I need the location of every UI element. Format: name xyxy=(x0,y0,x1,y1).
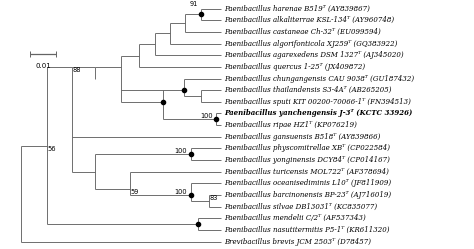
Text: Paenibacillus quercus 1-25ᵀ (JX409872): Paenibacillus quercus 1-25ᵀ (JX409872) xyxy=(225,63,365,71)
Text: Paenibacillus gansuensis B518ᵀ (AY839866): Paenibacillus gansuensis B518ᵀ (AY839866… xyxy=(225,133,381,141)
Text: Paenibacillus agarexedens DSM 1327ᵀ (AJ345020): Paenibacillus agarexedens DSM 1327ᵀ (AJ3… xyxy=(225,51,404,59)
Text: Paenibacillus nasutitermitis P5-1ᵀ (KR611320): Paenibacillus nasutitermitis P5-1ᵀ (KR61… xyxy=(225,226,390,234)
Text: 100: 100 xyxy=(175,189,187,195)
Text: Paenibacillus mendelii C/2ᵀ (AF537343): Paenibacillus mendelii C/2ᵀ (AF537343) xyxy=(225,214,366,222)
Text: Paenibacillus thailandensis S3-4Aᵀ (AB265205): Paenibacillus thailandensis S3-4Aᵀ (AB26… xyxy=(225,86,392,94)
Text: Paenibacillus yonginensis DCY84ᵀ (CP014167): Paenibacillus yonginensis DCY84ᵀ (CP0141… xyxy=(225,156,390,164)
Text: 88: 88 xyxy=(73,67,81,73)
Text: 59: 59 xyxy=(130,189,138,195)
Text: Paenibacillus turicensis MOL722ᵀ (AF378694): Paenibacillus turicensis MOL722ᵀ (AF3786… xyxy=(225,168,389,176)
Text: Brevibacillus brevis JCM 2503ᵀ (D78457): Brevibacillus brevis JCM 2503ᵀ (D78457) xyxy=(225,238,372,246)
Text: 83: 83 xyxy=(209,195,218,201)
Text: Paenibacillus alkaliterrae KSL-134ᵀ (AY960748): Paenibacillus alkaliterrae KSL-134ᵀ (AY9… xyxy=(225,16,394,24)
Text: Paenibacillus barcinonensis BP-23ᵀ (AJ716019): Paenibacillus barcinonensis BP-23ᵀ (AJ71… xyxy=(225,191,392,199)
Text: Paenibacillus physcomitrellae XBᵀ (CP022584): Paenibacillus physcomitrellae XBᵀ (CP022… xyxy=(225,144,391,152)
Text: Paenibacillus algorifonticola XJ259ᵀ (GQ383922): Paenibacillus algorifonticola XJ259ᵀ (GQ… xyxy=(225,40,398,48)
Text: 0.01: 0.01 xyxy=(35,63,51,69)
Text: 100: 100 xyxy=(200,113,213,119)
Text: 91: 91 xyxy=(189,1,198,7)
Text: Paenibacillus castaneae Ch-32ᵀ (EU099594): Paenibacillus castaneae Ch-32ᵀ (EU099594… xyxy=(225,28,381,36)
Text: Paenibacillus harenae B519ᵀ (AY839867): Paenibacillus harenae B519ᵀ (AY839867) xyxy=(225,4,370,13)
Text: Paenibacillus sputi KIT 00200-70066-1ᵀ (FN394513): Paenibacillus sputi KIT 00200-70066-1ᵀ (… xyxy=(225,98,411,106)
Text: Paenibacillus yanchengensis J-3ᵀ (KCTC 33926): Paenibacillus yanchengensis J-3ᵀ (KCTC 3… xyxy=(225,110,413,118)
Text: 100: 100 xyxy=(175,148,187,154)
Text: Paenibacillus ripae HZ1ᵀ (KP076219): Paenibacillus ripae HZ1ᵀ (KP076219) xyxy=(225,121,357,129)
Text: Paenibacillus oceanisediminis L10ᵀ (JF811909): Paenibacillus oceanisediminis L10ᵀ (JF81… xyxy=(225,179,392,187)
Text: 56: 56 xyxy=(47,145,55,151)
Text: Paenibacillus silvae DB13031ᵀ (KC835077): Paenibacillus silvae DB13031ᵀ (KC835077) xyxy=(225,203,378,211)
Text: Paenibacillus chungangensis CAU 9038ᵀ (GU187432): Paenibacillus chungangensis CAU 9038ᵀ (G… xyxy=(225,74,415,82)
